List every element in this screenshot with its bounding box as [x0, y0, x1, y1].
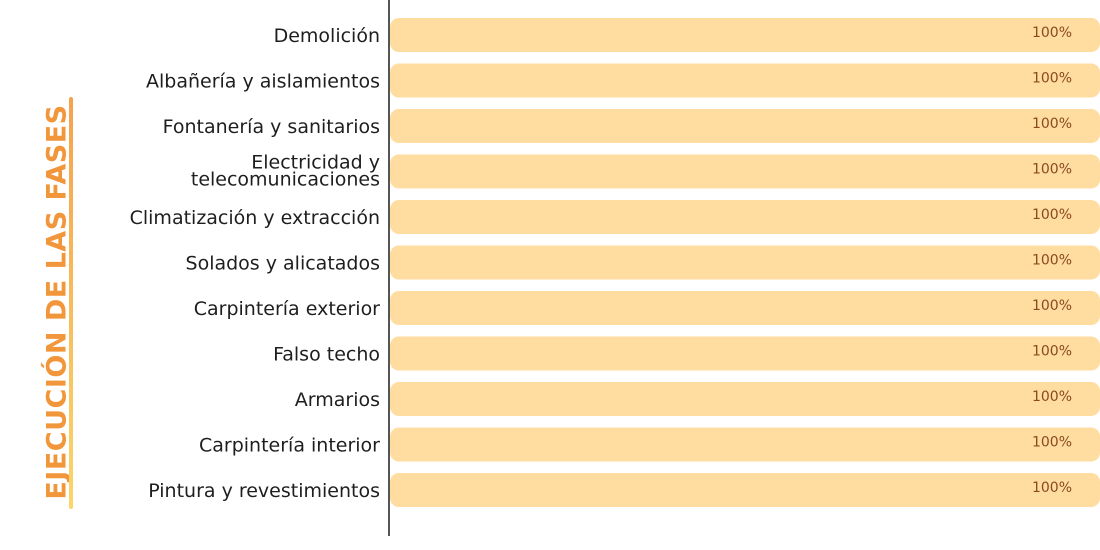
data-label-7: 100% — [1032, 344, 1072, 360]
data-label-5: 100% — [1032, 253, 1072, 269]
category-label-0: Demolición — [274, 25, 380, 47]
data-label-2: 100% — [1032, 116, 1072, 132]
bar-9 — [390, 427, 1100, 462]
data-label-8: 100% — [1032, 389, 1072, 405]
category-label-10: Pintura y revestimientos — [148, 480, 380, 502]
bar-2 — [390, 109, 1100, 143]
data-label-3: 100% — [1032, 162, 1072, 178]
bar-1 — [390, 63, 1100, 98]
category-label-5: Solados y alicatados — [186, 253, 380, 275]
category-label-1: Albañería y aislamientos — [146, 71, 380, 93]
data-label-6: 100% — [1032, 298, 1072, 314]
bar-4 — [390, 200, 1100, 234]
bar-5 — [390, 245, 1100, 280]
title-accent-line — [69, 97, 73, 509]
bar-8 — [390, 382, 1100, 416]
category-label-6: Carpintería exterior — [194, 298, 380, 320]
category-label-4: Climatización y extracción — [130, 207, 380, 229]
data-label-10: 100% — [1032, 480, 1072, 496]
data-label-0: 100% — [1032, 25, 1072, 41]
category-label-8: Armarios — [295, 389, 380, 411]
bar-0 — [390, 18, 1100, 52]
bar-7 — [390, 336, 1100, 371]
category-label-3: Electricidad y telecomunicaciones — [191, 152, 380, 191]
bar-6 — [390, 291, 1100, 325]
bar-10 — [390, 473, 1100, 507]
data-label-4: 100% — [1032, 207, 1072, 223]
category-label-9: Carpintería interior — [199, 435, 380, 457]
data-label-9: 100% — [1032, 435, 1072, 451]
data-label-1: 100% — [1032, 71, 1072, 87]
bar-3 — [390, 154, 1100, 189]
category-label-2: Fontanería y sanitarios — [163, 116, 380, 138]
category-label-7: Falso techo — [273, 344, 380, 366]
